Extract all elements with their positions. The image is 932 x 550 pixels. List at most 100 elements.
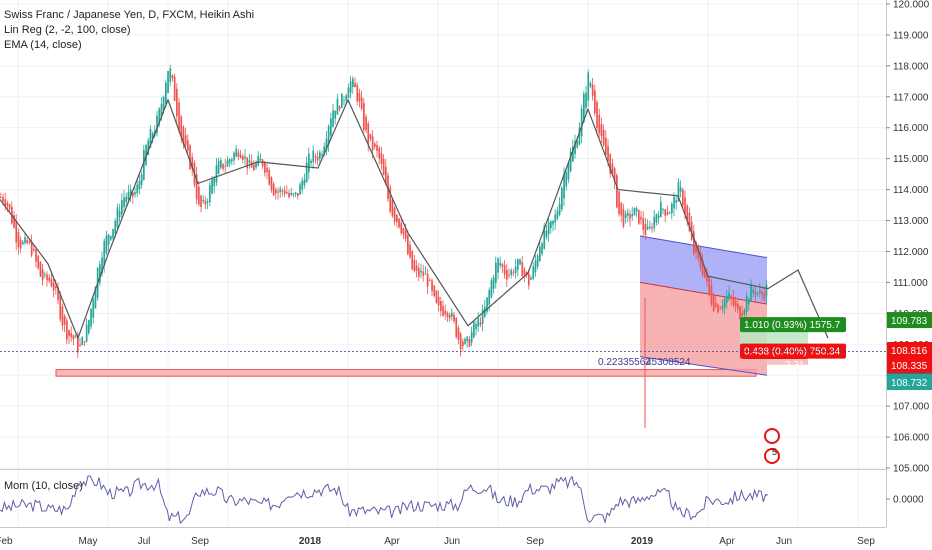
candle-body [662, 209, 664, 211]
candle-body [666, 212, 669, 215]
candle-body [297, 193, 299, 196]
candle-body [90, 308, 92, 327]
candle-body [728, 292, 730, 300]
chart-title: Swiss Franc / Japanese Yen, D, FXCM, Hei… [4, 9, 254, 21]
candle-body [169, 68, 172, 83]
candle-body [39, 261, 42, 277]
candle-body [409, 244, 411, 258]
candle-body [176, 88, 178, 117]
candle-body [671, 204, 673, 214]
candle-body [475, 323, 477, 330]
candle-body [466, 336, 469, 342]
candle-body [668, 212, 671, 214]
candle-body [378, 148, 381, 159]
candle-body [552, 220, 554, 225]
candle-body [8, 204, 11, 210]
candle-body [323, 146, 326, 155]
candle-body [147, 140, 150, 155]
candle-body [360, 97, 363, 109]
y-tick-label: 114.000 [893, 185, 929, 196]
candle-body [704, 267, 706, 278]
candle-body [198, 186, 200, 205]
candle-body [253, 164, 255, 171]
legend-item[interactable]: EMA (14, close) [4, 39, 82, 51]
candle-body [92, 299, 95, 318]
candle-body [220, 159, 222, 168]
candle-body [591, 84, 594, 96]
candle-body [743, 309, 746, 315]
candle-body [583, 93, 585, 123]
candle-body [486, 297, 488, 312]
y-tick-label: 112.000 [893, 247, 929, 258]
price-label-text: 108.816 [891, 346, 928, 357]
candle-body [226, 160, 229, 167]
candle-body [200, 195, 202, 207]
candle-body [389, 187, 392, 212]
event-badge-icon[interactable] [764, 428, 780, 444]
candle-body [444, 310, 447, 315]
y-tick-label: 115.000 [893, 154, 929, 165]
candle-body [112, 229, 114, 238]
y-tick-label: 120.000 [893, 0, 930, 11]
candle-body [479, 322, 482, 325]
legend-item[interactable]: Lin Reg (2, -2, 100, close) [4, 24, 131, 36]
candle-body [246, 157, 249, 169]
candle-body [237, 152, 240, 157]
candle-body [618, 191, 620, 214]
candle-body [587, 72, 590, 101]
event-badge-icon[interactable] [764, 448, 780, 464]
candle-body [275, 189, 277, 194]
candle-body [156, 115, 158, 134]
candle-body [418, 268, 420, 277]
candle-body [477, 318, 480, 327]
candle-body [312, 150, 315, 162]
candle-body [213, 178, 216, 187]
candle-body [710, 285, 713, 305]
price-label-bg [887, 356, 932, 373]
candle-body [684, 197, 686, 214]
candle-body [19, 239, 22, 249]
candle-body [576, 141, 579, 148]
candle-body [48, 277, 51, 281]
candle-body [165, 82, 167, 104]
candle-body [57, 287, 59, 300]
candle-body [77, 336, 79, 353]
ema-line[interactable] [0, 98, 829, 340]
candle-body [715, 303, 717, 307]
candle-body [103, 240, 106, 266]
candle-body [567, 162, 570, 180]
candle-body [44, 274, 46, 276]
candle-body [402, 228, 405, 235]
candle-body [149, 129, 152, 148]
momentum-line[interactable] [0, 475, 768, 525]
candle-body [244, 156, 246, 159]
candle-body [85, 324, 88, 342]
candle-body [411, 250, 414, 270]
candle-body [319, 152, 321, 159]
candle-body [446, 312, 449, 318]
candle-body [242, 156, 244, 160]
candle-body [622, 209, 625, 227]
candle-body [182, 126, 185, 144]
candle-body [110, 236, 112, 240]
candle-body [437, 296, 440, 306]
x-tick-label: Jun [776, 536, 792, 547]
candle-body [726, 295, 728, 303]
candle-body [88, 320, 90, 334]
candle-body [400, 222, 403, 234]
candle-body [301, 180, 304, 190]
candle-body [717, 304, 719, 313]
candle-body [455, 317, 458, 338]
candle-body [616, 175, 618, 208]
target-label[interactable]: 1.010 (0.93%) 1575.7 [740, 317, 846, 333]
event-badges[interactable]: 5 [764, 428, 780, 464]
candle-body [561, 187, 563, 210]
support-zone[interactable] [55, 369, 757, 377]
candle-body [424, 273, 427, 275]
momentum-legend[interactable]: Mom (10, close) [4, 480, 83, 492]
candle-body [338, 106, 341, 110]
candle-body [488, 289, 491, 305]
candle-body [563, 174, 565, 199]
